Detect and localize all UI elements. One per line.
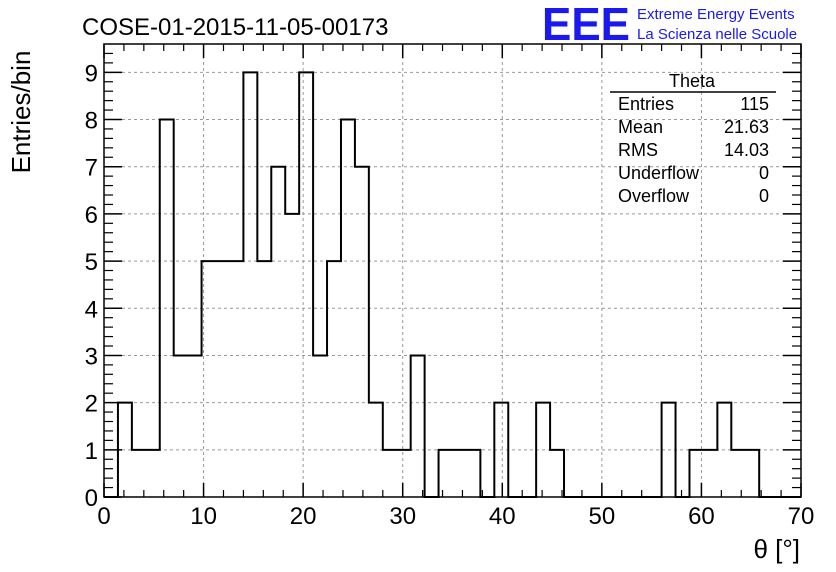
stats-label: Mean — [618, 117, 663, 137]
histogram-bin — [355, 167, 369, 497]
stats-label: Entries — [618, 94, 674, 114]
histogram-bin — [174, 355, 188, 497]
histogram-bin — [271, 167, 285, 497]
x-tick-label: 0 — [97, 503, 110, 530]
histogram-bin — [383, 450, 397, 497]
x-axis-label: θ [°] — [753, 534, 800, 564]
plot-frame — [103, 43, 802, 498]
histogram-bin — [229, 261, 243, 497]
eee-logo-mark: EEE — [542, 0, 630, 50]
y-tick-label: 3 — [85, 343, 98, 370]
histogram-bin — [146, 450, 160, 497]
y-tick-labels: 0 1 2 3 4 5 6 7 8 9 — [85, 60, 98, 512]
stats-value: 21.63 — [724, 117, 769, 137]
histogram-bin — [453, 450, 467, 497]
stats-value: 0 — [759, 186, 769, 206]
y-tick-label: 6 — [85, 202, 98, 229]
stats-value: 14.03 — [724, 140, 769, 160]
x-tick-label: 30 — [389, 503, 416, 530]
stats-box-title: Theta — [669, 71, 716, 91]
y-tick-label: 7 — [85, 155, 98, 182]
stats-row: Overflow 0 — [618, 186, 769, 206]
histogram-bin — [439, 450, 453, 497]
histogram-bin — [731, 450, 745, 497]
logo-line-1: Extreme Energy Events — [637, 6, 795, 23]
histogram-bin — [411, 355, 425, 497]
histogram-bin — [188, 355, 202, 497]
logo-line-2: La Scienza nelle Scuole — [637, 26, 797, 43]
stats-row: Underflow 0 — [618, 163, 769, 183]
x-tick-label: 20 — [290, 503, 317, 530]
stats-label: RMS — [618, 140, 658, 160]
stats-row: RMS 14.03 — [618, 140, 769, 160]
histogram-bin — [703, 450, 717, 497]
x-tick-label: 40 — [489, 503, 516, 530]
stats-box: Theta Entries 115 Mean 21.63 RMS 14.03 Underfl… — [610, 71, 776, 206]
stats-label: Overflow — [618, 186, 690, 206]
y-tick-label: 0 — [85, 485, 98, 512]
y-tick-label: 5 — [85, 249, 98, 276]
eee-logo: EEE Extreme Energy Events La Scienza nel… — [542, 0, 797, 50]
histogram-bin — [132, 450, 146, 497]
histogram-bin — [327, 261, 341, 497]
stats-value: 115 — [740, 94, 769, 114]
axis-ticks — [103, 44, 802, 498]
y-axis-label: Entries/bin — [6, 51, 36, 174]
x-tick-label: 50 — [589, 503, 616, 530]
histogram-bin — [216, 261, 230, 497]
stats-row: Mean 21.63 — [618, 117, 769, 137]
histogram-bin — [550, 450, 564, 497]
x-tick-label: 10 — [190, 503, 217, 530]
grid-lines — [104, 44, 801, 497]
x-tick-label: 60 — [688, 503, 715, 530]
histogram-bin — [243, 72, 257, 497]
stats-label: Underflow — [618, 163, 700, 183]
histogram-outline — [104, 71, 801, 498]
x-tick-labels: 0 10 20 30 40 50 60 70 — [97, 503, 814, 530]
histogram-bin — [313, 355, 327, 497]
histogram-bin — [299, 72, 313, 497]
chart-title: COSE-01-2015-11-05-00173 — [82, 14, 388, 41]
y-tick-label: 4 — [85, 296, 98, 323]
histogram-bin — [257, 261, 271, 497]
histogram-bin — [397, 450, 411, 497]
stats-value: 0 — [759, 163, 769, 183]
y-tick-label: 1 — [85, 438, 98, 465]
y-tick-label: 8 — [85, 108, 98, 135]
y-tick-label: 9 — [85, 60, 98, 87]
stats-row: Entries 115 — [618, 94, 769, 114]
x-tick-label: 70 — [788, 503, 815, 530]
y-tick-label: 2 — [85, 391, 98, 418]
histogram-bin — [745, 450, 759, 497]
histogram-bin — [466, 450, 480, 497]
